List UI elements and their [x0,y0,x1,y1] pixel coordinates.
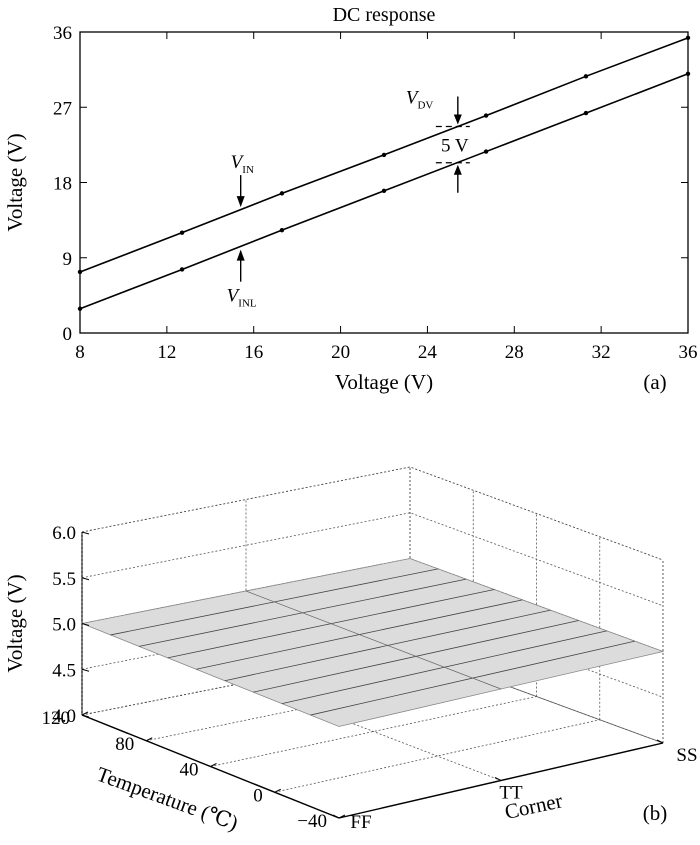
vinl-label-sub: INL [238,298,257,310]
dv-arrow-bottom-head [453,164,462,175]
temperature-tick-label: 0 [253,785,263,806]
y-tick-label: 9 [63,249,73,270]
corner-tick-label: SS [676,745,697,766]
y-tick-label: 36 [53,23,72,44]
vinl-label: VINL [227,286,257,310]
data-point [77,306,83,311]
vin-label-sub: IN [242,164,254,176]
temperature-tick-mark [81,711,89,716]
y-tick-label: 0 [63,324,73,345]
top-edge [81,466,664,561]
y-axis-label: Voltage (V) [3,133,27,231]
z-gridline [81,466,664,561]
data-point [685,71,691,77]
z-tick-label: 5.0 [52,615,76,636]
data-point [583,110,589,116]
data-point [279,227,285,233]
x-tick-label: 28 [505,342,524,363]
z-tick-mark [81,531,90,535]
data-point [583,74,589,79]
corner-tick-mark [494,777,502,781]
vdv-label-sub: DV [417,99,433,111]
corner-tick-label: FF [350,812,371,833]
z-tick-label: 4.0 [52,706,76,727]
y-tick-label: 18 [53,174,72,195]
temperature-tick-label: 40 [180,760,199,781]
temperature-axis-label: Temperature (℃) [94,762,242,835]
chart-b: 4.0 4.5 5.0 5.5 6.0 −40 0 40 80 120 FF TT SS Voltage … [3,466,698,835]
temperature-tick-label: 120 [42,708,71,729]
x-axis-label: Voltage (V) [335,370,433,394]
data-point [279,191,285,196]
data-point [179,230,185,235]
corner-tick-label: TT [499,783,523,804]
z-tick-mark [81,714,90,718]
plot-frame [79,31,689,334]
data-point [685,35,691,41]
temperature-tick-mark [274,788,281,793]
vin-label: VIN [231,152,254,176]
z-tick-mark [81,623,90,626]
data-point [381,188,387,194]
chart-title: DC response [333,4,436,26]
x-tick-label: 12 [157,342,176,363]
dv-arrow-top-head [453,114,462,125]
vinl-arrow-head [236,249,245,261]
floor-gridline-corner [245,682,502,781]
data-point [483,149,489,154]
x-tick-label: 8 [75,342,85,363]
y-tick-label: 27 [53,98,72,119]
surface-mesh-line [245,590,502,690]
temperature-tick-mark [210,763,217,767]
z-tick-label: 4.5 [52,660,76,681]
z-tick-label: 5.5 [52,569,76,590]
x-tick-label: 24 [418,342,438,363]
chart-a: 8 12 16 20 24 28 32 36 0 9 18 27 36 DC response Voltag… [3,4,698,394]
vin-arrow-head [236,196,245,208]
x-tick-label: 16 [244,342,263,363]
vdv-label: VDV [406,87,434,111]
data-point [381,152,387,158]
z-tick-mark [81,577,90,581]
corner-tick-mark [656,739,664,744]
z-tick-mark [81,668,90,672]
panel-label: (a) [643,370,666,394]
z-tick-label: 6.0 [52,523,76,544]
corner-tick-mark [332,814,340,819]
temperature-tick-label: 80 [115,734,134,755]
x-tick-label: 32 [592,342,611,363]
data-point [77,269,83,275]
temperature-tick-mark [338,814,346,819]
data-point [179,267,185,272]
temperature-tick-mark [146,737,153,742]
data-point [483,113,489,118]
x-tick-label: 20 [331,342,350,363]
panel-label: (b) [643,801,668,825]
difference-label: 5 V [441,136,469,157]
x-tick-label: 36 [679,342,698,363]
floor-gridline-temperature [274,719,600,793]
z-axis-label: Voltage (V) [3,574,27,672]
temperature-tick-label: −40 [297,811,327,832]
floor-gridline-temperature [210,696,537,767]
